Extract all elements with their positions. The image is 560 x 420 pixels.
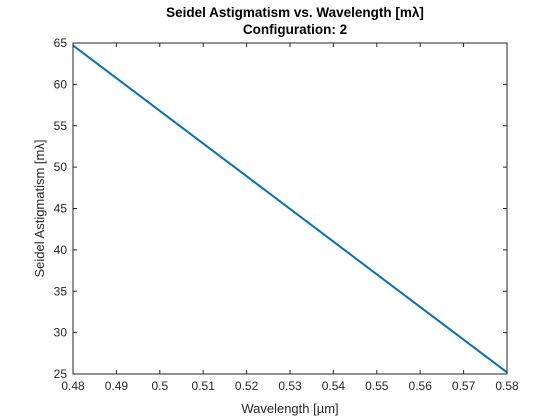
- series-line: [72, 44, 508, 374]
- y-tick-label: 55: [54, 119, 68, 133]
- x-tick-label: 0.48: [61, 379, 85, 393]
- x-tick-label: 0.53: [278, 379, 302, 393]
- y-axis: 25 30 35 40 45 50 55 60 65: [54, 36, 507, 381]
- y-tick-label: 45: [54, 202, 68, 216]
- x-axis-label: Wavelength [µm]: [241, 401, 338, 416]
- chart-subtitle: Configuration: 2: [243, 22, 347, 37]
- x-tick-label: 0.5: [151, 379, 168, 393]
- y-tick-label: 65: [54, 36, 68, 50]
- y-tick-label: 60: [54, 77, 68, 91]
- x-tick-label: 0.52: [235, 379, 259, 393]
- y-tick-label: 30: [54, 326, 68, 340]
- x-tick-label: 0.55: [365, 379, 389, 393]
- series-layer: [72, 44, 508, 374]
- x-tick-label: 0.49: [105, 379, 129, 393]
- y-axis-label: Seidel Astigmatism [mλ]: [32, 140, 47, 278]
- x-tick-label: 0.54: [322, 379, 346, 393]
- y-tick-label: 25: [54, 367, 68, 381]
- x-tick-label: 0.58: [495, 379, 519, 393]
- chart-title: Seidel Astigmatism vs. Wavelength [mλ]: [166, 5, 424, 20]
- x-tick-label: 0.51: [192, 379, 216, 393]
- y-tick-label: 50: [54, 160, 68, 174]
- x-tick-label: 0.57: [452, 379, 476, 393]
- y-tick-label: 40: [54, 243, 68, 257]
- y-tick-label: 35: [54, 284, 68, 298]
- x-axis: 0.48 0.49 0.5 0.51 0.52 0.53 0.54 0.55 0.56 0.57 0…: [61, 43, 519, 393]
- x-tick-label: 0.56: [409, 379, 433, 393]
